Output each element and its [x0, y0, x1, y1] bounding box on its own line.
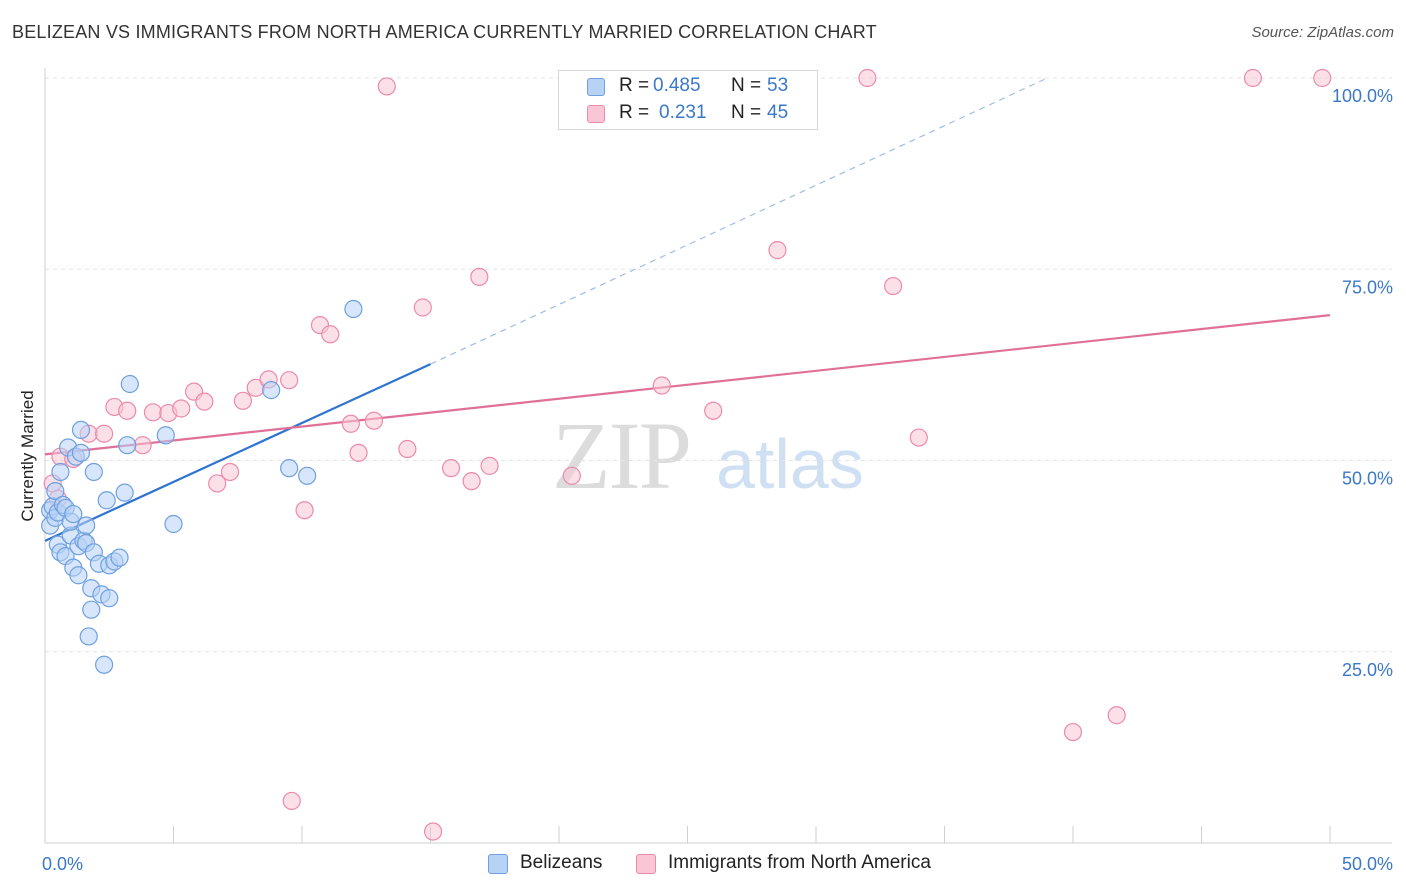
data-point-immigrants: [349, 443, 368, 462]
data-point-immigrants: [282, 791, 301, 811]
data-point-immigrants: [95, 424, 114, 443]
data-point-belizeans: [156, 426, 175, 445]
data-point-belizeans: [69, 566, 88, 585]
data-point-immigrants: [652, 376, 671, 395]
data-point-immigrants: [423, 822, 443, 841]
data-point-belizeans: [164, 514, 183, 534]
data-point-immigrants: [909, 428, 928, 447]
data-point-belizeans: [262, 381, 281, 400]
data-point-belizeans: [79, 627, 98, 646]
trend-line-blue-extension: [430, 77, 1048, 365]
n-label: N =: [731, 102, 762, 123]
trend-layer: [44, 77, 1331, 542]
source-credit: Source: ZipAtlas.com: [1251, 24, 1394, 41]
data-point-immigrants: [704, 401, 723, 420]
points-layer: [41, 68, 1332, 841]
legend-swatch-blue: [488, 854, 508, 874]
data-point-immigrants: [208, 474, 227, 493]
y-axis-label: Currently Married: [18, 390, 37, 522]
chart-title: BELIZEAN VS IMMIGRANTS FROM NORTH AMERIC…: [12, 22, 877, 42]
legend-swatch-pink: [636, 854, 656, 874]
data-point-immigrants: [480, 456, 499, 475]
data-point-immigrants: [562, 466, 581, 485]
axis-layer: [44, 68, 1392, 844]
stats-box: R = 0.485 N = 53 R = 0.231 N = 45: [558, 70, 818, 130]
data-point-belizeans: [77, 516, 96, 535]
data-point-immigrants: [220, 462, 240, 482]
data-point-immigrants: [364, 411, 384, 430]
data-point-immigrants: [133, 436, 152, 455]
data-point-immigrants: [1243, 68, 1263, 88]
data-point-immigrants: [883, 276, 903, 296]
data-point-belizeans: [97, 491, 116, 510]
data-point-belizeans: [71, 443, 91, 462]
data-point-belizeans: [64, 504, 83, 524]
legend-label-belizeans: Belizeans: [520, 852, 603, 873]
data-point-belizeans: [84, 462, 103, 482]
tick-label-layer: 25.0% 50.0% 75.0% 100.0% 0.0% 50.0%: [42, 86, 1393, 874]
data-point-immigrants: [858, 68, 877, 88]
data-point-belizeans: [115, 483, 134, 502]
data-point-belizeans: [71, 420, 91, 439]
data-point-immigrants: [195, 392, 214, 411]
y-tick-label: 75.0%: [1342, 277, 1393, 297]
data-point-immigrants: [321, 325, 340, 344]
data-point-immigrants: [768, 241, 787, 260]
data-point-belizeans: [344, 299, 363, 319]
watermark-atlas: atlas: [716, 425, 864, 503]
y-tick-label: 50.0%: [1342, 469, 1393, 489]
n-value: 45: [767, 102, 789, 123]
trend-line-blue: [44, 363, 431, 542]
data-point-immigrants: [441, 459, 461, 478]
trend-line-pink: [44, 314, 1331, 456]
y-tick-label: 25.0%: [1342, 660, 1393, 680]
r-value: 0.231: [659, 102, 707, 123]
y-tick-label: 100.0%: [1332, 86, 1393, 106]
data-point-immigrants: [118, 401, 137, 420]
legend-label-immigrants: Immigrants from North America: [668, 852, 931, 873]
data-point-immigrants: [470, 267, 489, 286]
x-tick-label: 50.0%: [1342, 854, 1393, 874]
data-point-immigrants: [280, 371, 299, 390]
n-value: 53: [767, 75, 789, 96]
watermark-zip: ZIP: [552, 402, 692, 509]
x-tick-label: 0.0%: [42, 854, 83, 874]
data-point-immigrants: [377, 77, 396, 96]
data-point-belizeans: [280, 459, 299, 478]
r-label: R =: [619, 102, 650, 123]
pink-swatch: [587, 105, 605, 123]
data-point-immigrants: [143, 403, 163, 422]
r-value: 0.485: [653, 75, 701, 96]
data-point-belizeans: [95, 655, 114, 674]
data-point-belizeans: [298, 466, 317, 485]
stats-row-blue: R = 0.485 N = 53: [559, 74, 817, 100]
data-point-immigrants: [413, 298, 432, 317]
data-point-immigrants: [295, 501, 314, 520]
data-point-immigrants: [341, 414, 360, 433]
data-point-immigrants: [233, 391, 252, 410]
data-point-belizeans: [46, 482, 65, 501]
data-point-immigrants: [398, 439, 417, 459]
data-point-immigrants: [172, 399, 191, 418]
data-point-belizeans: [118, 436, 137, 455]
r-label: R =: [619, 75, 650, 96]
stats-row-pink: R = 0.231 N = 45: [559, 101, 817, 127]
blue-swatch: [587, 78, 605, 96]
data-point-belizeans: [120, 374, 139, 394]
data-point-belizeans: [51, 462, 70, 482]
data-point-belizeans: [100, 589, 119, 608]
data-point-belizeans: [82, 600, 101, 619]
n-label: N =: [731, 75, 762, 96]
data-point-belizeans: [110, 548, 129, 567]
data-point-immigrants: [1107, 706, 1126, 725]
data-point-immigrants: [462, 472, 481, 491]
data-point-immigrants: [1063, 722, 1083, 742]
grid-layer: [45, 77, 1392, 653]
data-point-immigrants: [1313, 68, 1332, 88]
legend: Belizeans Immigrants from North America: [0, 852, 1406, 878]
